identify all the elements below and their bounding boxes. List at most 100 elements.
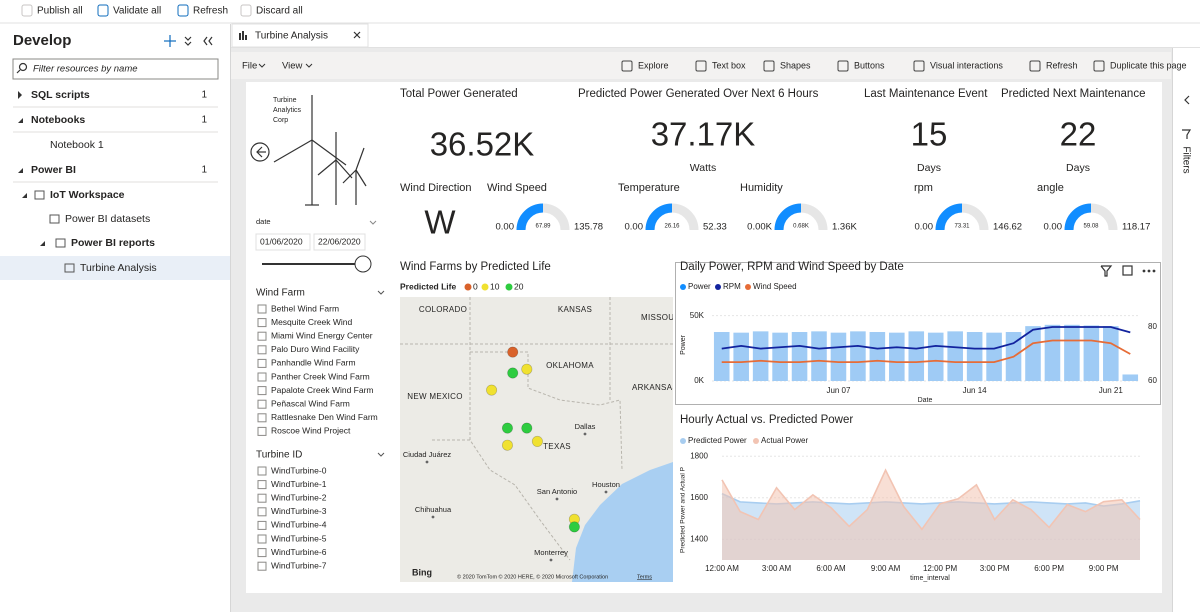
toolbar-action[interactable]: Shapes: [780, 60, 811, 70]
bar[interactable]: [850, 331, 866, 381]
bar[interactable]: [792, 332, 808, 381]
menu[interactable]: View: [282, 61, 303, 72]
bar[interactable]: [753, 331, 769, 381]
bar[interactable]: [1064, 325, 1080, 381]
map-point[interactable]: [522, 423, 532, 433]
checkbox[interactable]: [258, 346, 266, 354]
toolbar-button[interactable]: Refresh: [193, 6, 228, 17]
slicer-item[interactable]: Papalote Creek Wind Farm: [271, 385, 374, 395]
filters-label[interactable]: Filters: [1180, 146, 1191, 173]
bar[interactable]: [1045, 325, 1061, 381]
bar[interactable]: [928, 333, 944, 381]
toolbar-action[interactable]: Visual interactions: [930, 60, 1003, 70]
checkbox[interactable]: [258, 414, 266, 422]
slicer-item[interactable]: WindTurbine-1: [271, 479, 327, 489]
slicer-item[interactable]: Bethel Wind Farm: [271, 303, 339, 313]
bar[interactable]: [967, 332, 983, 381]
map-terms[interactable]: Terms: [637, 574, 652, 580]
bar[interactable]: [772, 333, 788, 381]
slicer-item[interactable]: WindTurbine-3: [271, 506, 327, 516]
map-point[interactable]: [486, 385, 496, 395]
bar[interactable]: [1122, 374, 1138, 381]
checkbox[interactable]: [258, 332, 266, 340]
tree-item[interactable]: Notebooks: [31, 114, 85, 126]
checkbox[interactable]: [258, 549, 266, 557]
slicer-item[interactable]: WindTurbine-5: [271, 533, 327, 543]
toolbar-button[interactable]: Validate all: [113, 6, 161, 17]
bar[interactable]: [714, 332, 730, 381]
bar[interactable]: [870, 332, 886, 381]
bar[interactable]: [811, 331, 827, 381]
slicer-item[interactable]: Mesquite Creek Wind: [271, 317, 353, 327]
gauge-title: Humidity: [740, 182, 783, 194]
place-label: Monterrey: [534, 548, 568, 557]
slicer-item[interactable]: Roscoe Wind Project: [271, 426, 351, 436]
bar[interactable]: [831, 333, 847, 381]
toolbar-action[interactable]: Buttons: [854, 60, 885, 70]
filters-pane[interactable]: [1172, 48, 1200, 612]
bar[interactable]: [733, 333, 749, 381]
toolbar-action[interactable]: Text box: [712, 60, 746, 70]
slicer-item[interactable]: WindTurbine-6: [271, 547, 327, 557]
bar[interactable]: [908, 331, 924, 381]
slicer-item[interactable]: Miami Wind Energy Center: [271, 330, 373, 340]
checkbox[interactable]: [258, 359, 266, 367]
checkbox[interactable]: [258, 562, 266, 570]
slicer-item[interactable]: WindTurbine-7: [271, 560, 327, 570]
slider-handle[interactable]: [355, 256, 371, 272]
tree-item[interactable]: Notebook 1: [50, 139, 104, 151]
tree-item[interactable]: Power BI reports: [71, 237, 155, 249]
checkbox[interactable]: [258, 387, 266, 395]
slicer-item[interactable]: Panhandle Wind Farm: [271, 358, 356, 368]
checkbox[interactable]: [258, 400, 266, 408]
toolbar-button[interactable]: Discard all: [256, 6, 303, 17]
slicer-item[interactable]: WindTurbine-2: [271, 492, 327, 502]
checkbox[interactable]: [258, 494, 266, 502]
map-point[interactable]: [569, 522, 579, 532]
map[interactable]: COLORADOKANSASMISSOURIOKLAHOMAARKANSASNE…: [400, 297, 683, 582]
map-point[interactable]: [508, 368, 518, 378]
gauge-max: 52.33: [703, 222, 727, 233]
bar[interactable]: [986, 333, 1002, 381]
map-point[interactable]: [508, 347, 518, 357]
checkbox[interactable]: [258, 319, 266, 327]
checkbox[interactable]: [258, 481, 266, 489]
slicer-item[interactable]: Palo Duro Wind Facility: [271, 344, 360, 354]
bar[interactable]: [1103, 326, 1119, 381]
map-point[interactable]: [522, 364, 532, 374]
checkbox[interactable]: [258, 373, 266, 381]
slicer-item[interactable]: WindTurbine-4: [271, 520, 327, 530]
x-tick-label: 12:00 AM: [705, 564, 739, 573]
slicer-item[interactable]: WindTurbine-0: [271, 465, 327, 475]
tree-item[interactable]: Power BI datasets: [65, 213, 150, 225]
legend-label: Predicted Power: [688, 436, 747, 445]
tree-item[interactable]: Turbine Analysis: [80, 262, 157, 274]
checkbox[interactable]: [258, 305, 266, 313]
map-point[interactable]: [502, 423, 512, 433]
bar[interactable]: [947, 331, 963, 381]
checkbox[interactable]: [258, 508, 266, 516]
tree-item[interactable]: SQL scripts: [31, 89, 90, 101]
bar[interactable]: [1084, 325, 1100, 381]
map-point[interactable]: [532, 436, 542, 446]
toolbar-action[interactable]: Refresh: [1046, 60, 1078, 70]
logo-text: Turbine: [273, 97, 297, 104]
toolbar-button[interactable]: Publish all: [37, 6, 83, 17]
map-point[interactable]: [502, 440, 512, 450]
bar[interactable]: [889, 333, 905, 381]
checkbox[interactable]: [258, 427, 266, 435]
tree-item[interactable]: IoT Workspace: [50, 189, 125, 201]
place-label: KANSAS: [558, 305, 592, 314]
toolbar-action[interactable]: Explore: [638, 60, 669, 70]
slicer-item[interactable]: Panther Creek Wind Farm: [271, 371, 370, 381]
checkbox[interactable]: [258, 521, 266, 529]
toolbar-action[interactable]: Duplicate this page: [1110, 60, 1187, 70]
slicer-item[interactable]: Peñascal Wind Farm: [271, 398, 350, 408]
search-placeholder: Filter resources by name: [33, 64, 138, 75]
slicer-item[interactable]: Rattlesnake Den Wind Farm: [271, 412, 378, 422]
checkbox[interactable]: [258, 535, 266, 543]
tree-item[interactable]: Power BI: [31, 164, 76, 176]
menu[interactable]: File: [242, 61, 257, 72]
checkbox[interactable]: [258, 467, 266, 475]
gauge-label: 26.16: [664, 224, 680, 230]
